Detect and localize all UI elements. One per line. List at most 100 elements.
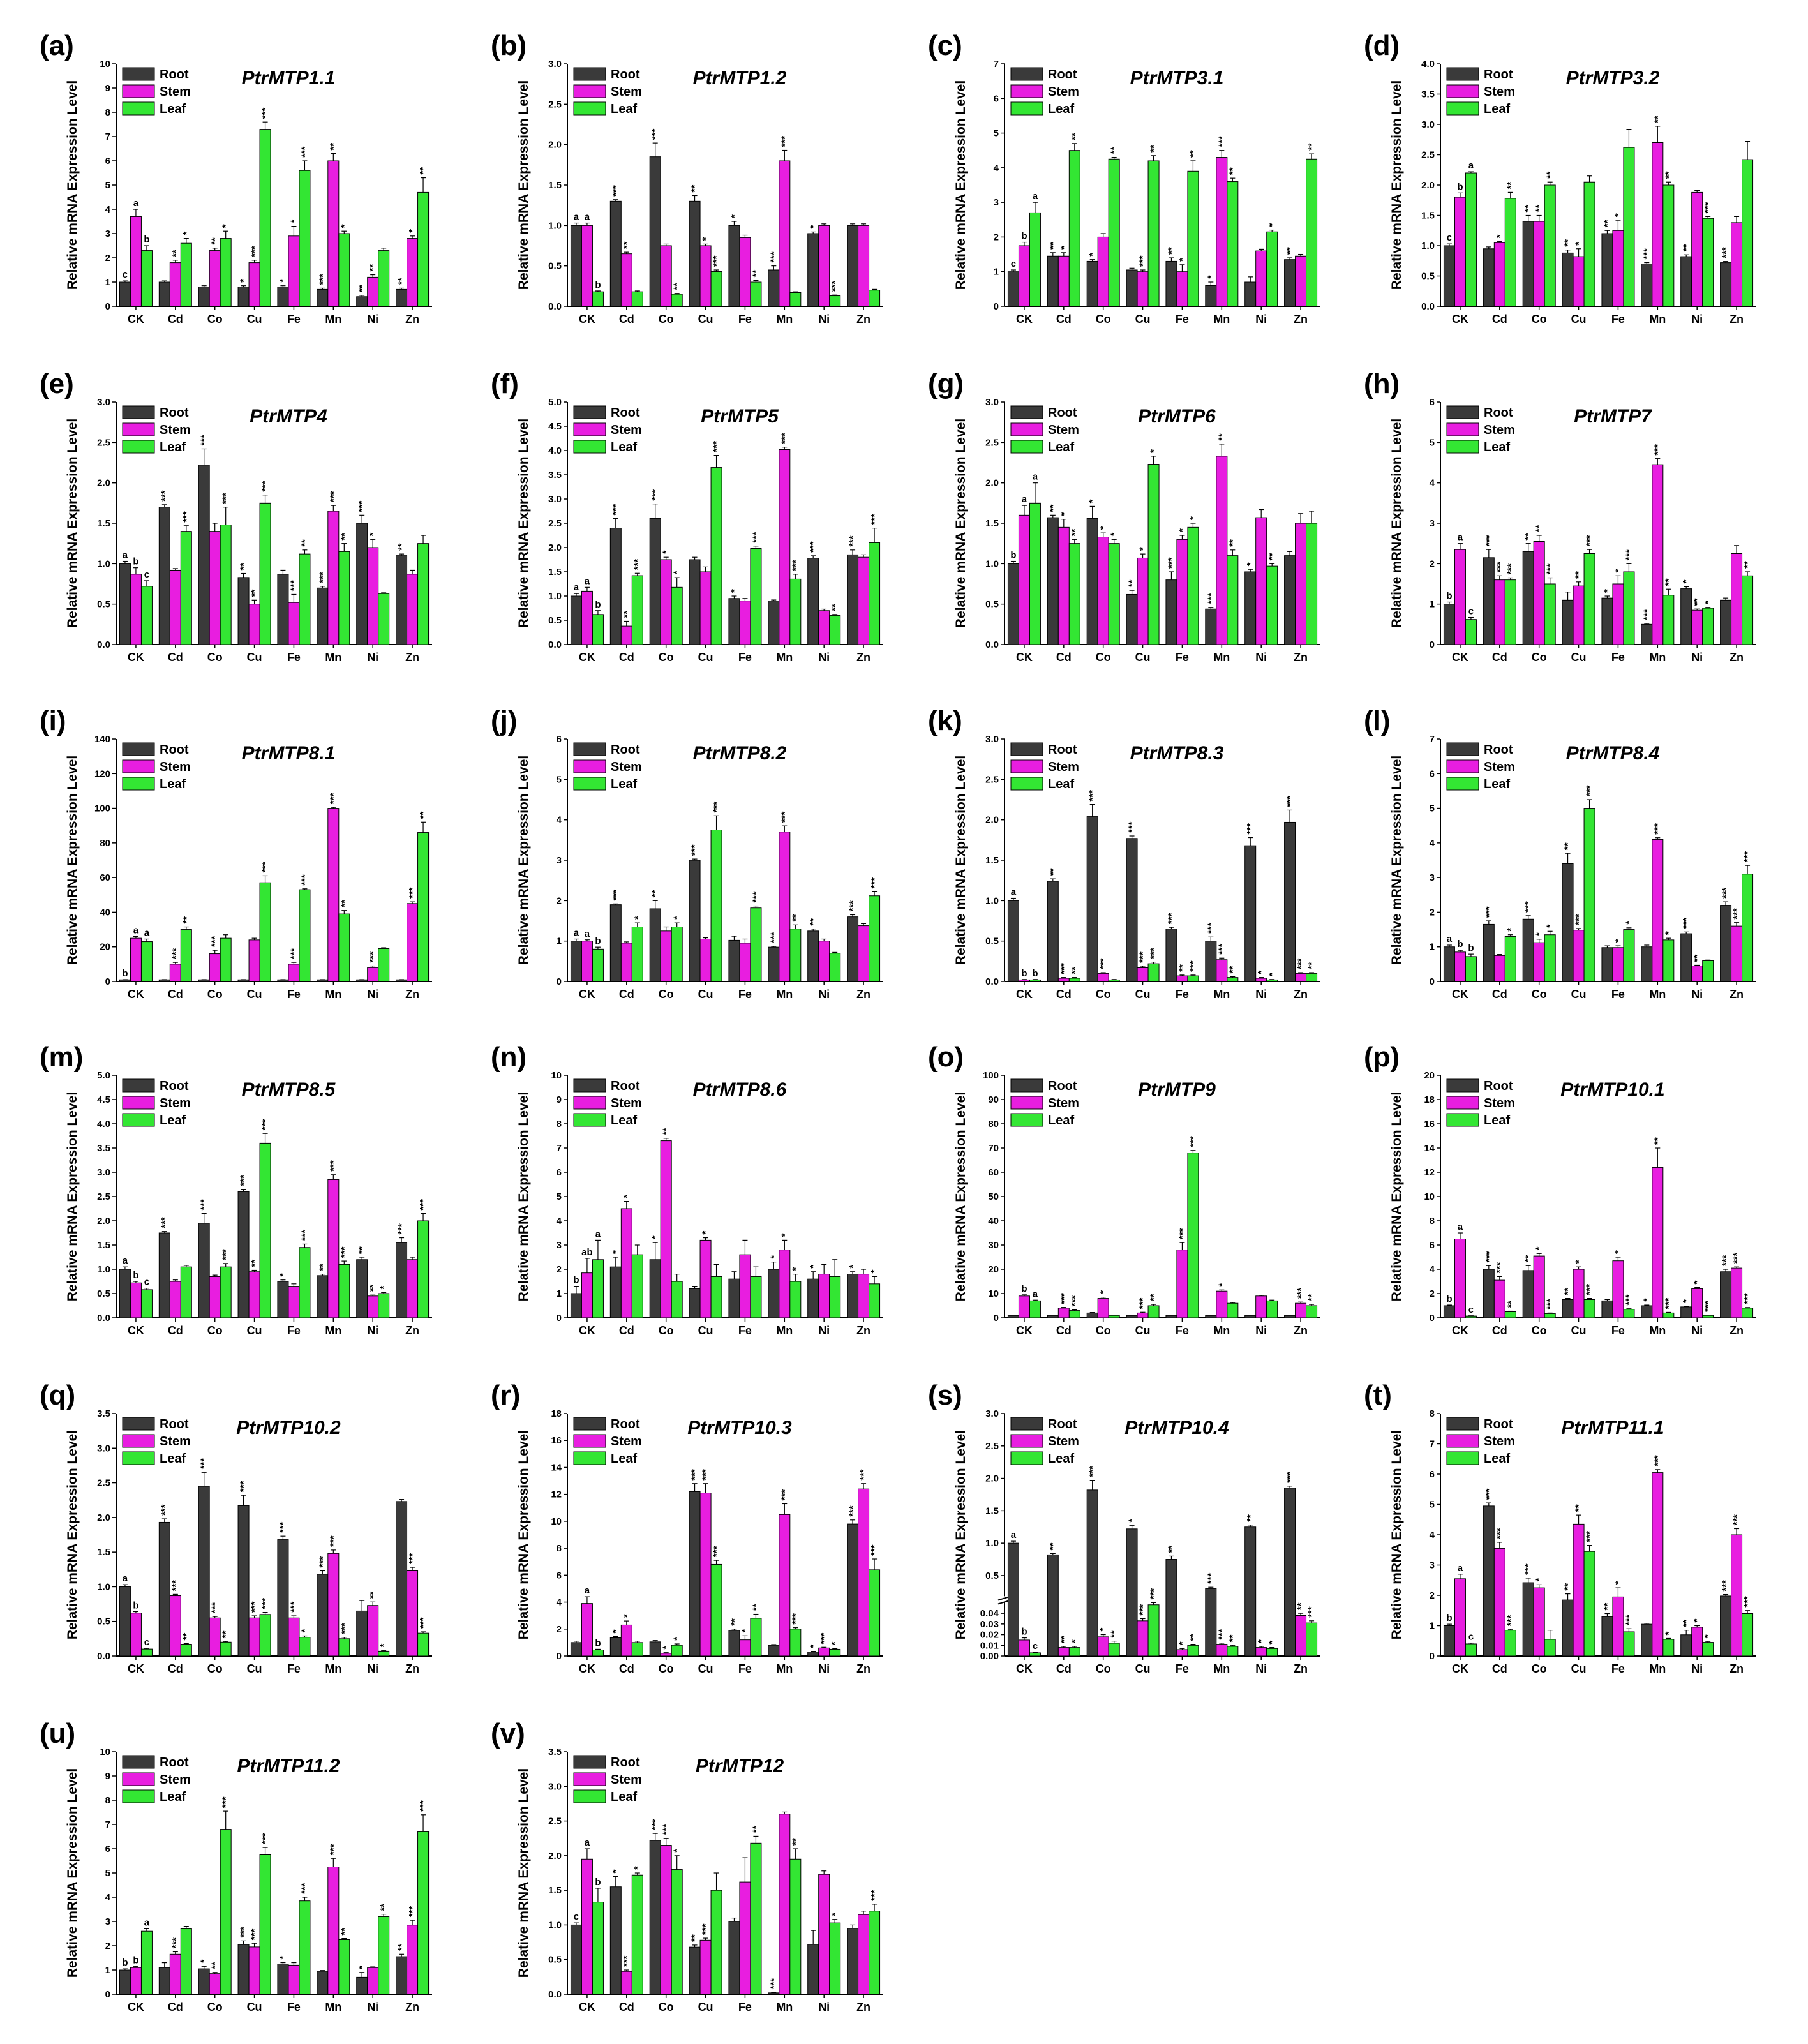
x-tick-label: Cu — [247, 1324, 262, 1337]
significance-label: ** — [250, 589, 260, 597]
bar-leaf — [1742, 575, 1754, 645]
bar-stem — [1731, 553, 1743, 645]
x-tick-label: Co — [659, 988, 674, 1001]
bar-stem — [130, 574, 142, 645]
significance-label: *** — [1721, 1580, 1731, 1592]
significance-label: ** — [690, 185, 701, 193]
bar-root — [1047, 517, 1059, 645]
significance-label: *** — [1127, 821, 1138, 833]
bar-leaf — [789, 578, 802, 645]
chart-title: PtrMTP3.2 — [1566, 68, 1660, 89]
x-tick-label: Co — [207, 1324, 223, 1337]
bar-stem — [699, 939, 712, 982]
significance-label: ** — [1663, 578, 1674, 586]
y-tick-label: 10 — [100, 59, 110, 70]
bar-stem — [367, 1295, 379, 1318]
bar-stem — [660, 1140, 672, 1318]
y-tick-label: 0.0 — [985, 976, 999, 987]
bar-stem — [1493, 955, 1505, 982]
y-tick-label: 10 — [551, 1516, 562, 1527]
significance-label: *** — [768, 932, 779, 943]
significance-label: * — [278, 279, 288, 283]
significance-label: *** — [1166, 913, 1177, 924]
x-tick-label: Cu — [1571, 988, 1587, 1001]
bar-root — [1562, 863, 1574, 982]
significance-label: b — [1457, 939, 1463, 950]
bar-root — [1483, 1505, 1495, 1657]
bar-root — [1680, 588, 1692, 645]
bar-stem — [1018, 1295, 1030, 1318]
legend-label: Leaf — [611, 1790, 637, 1804]
y-tick-label: 1.5 — [97, 1547, 110, 1558]
significance-label: ** — [181, 916, 192, 924]
significance-label: ** — [1059, 1636, 1070, 1643]
bar-stem — [130, 1613, 142, 1657]
bar-stem — [1652, 1472, 1664, 1657]
bar-leaf — [1544, 184, 1556, 307]
legend-swatch-root — [573, 1078, 606, 1093]
y-tick-label: 16 — [1424, 1119, 1435, 1130]
y-tick-label: 0.0 — [97, 1313, 110, 1324]
legend-label: Stem — [1048, 760, 1079, 774]
legend-swatch-leaf — [573, 1113, 606, 1127]
legend-label: Root — [1048, 743, 1077, 757]
significance-label: * — [672, 1637, 683, 1641]
significance-label: *** — [1059, 1293, 1070, 1304]
legend-swatch-stem — [1010, 1434, 1043, 1448]
bar-leaf — [592, 1259, 604, 1318]
bar-stem — [407, 1259, 419, 1318]
significance-label: ** — [790, 914, 801, 921]
x-tick-label: Co — [1532, 1324, 1547, 1337]
bar-stem — [367, 1605, 379, 1657]
bar-root — [1522, 1582, 1534, 1657]
y-tick-label: 5 — [557, 774, 562, 785]
y-tick-label: 5 — [105, 180, 110, 191]
y-tick-label: 3 — [557, 1240, 562, 1251]
significance-label: *** — [1149, 948, 1160, 959]
bar-root — [1680, 933, 1692, 982]
y-tick-label: 1.5 — [985, 1505, 999, 1516]
y-tick-label: 4 — [1430, 478, 1435, 489]
significance-label: *** — [1087, 790, 1098, 802]
significance-label: * — [221, 224, 232, 228]
y-tick-label: 1.0 — [97, 1264, 110, 1275]
bar-leaf — [417, 1632, 430, 1657]
y-tick-label: 4 — [557, 815, 562, 826]
x-tick-label: Cu — [1135, 313, 1151, 325]
bar-leaf — [1544, 583, 1556, 645]
x-tick-label: Ni — [367, 651, 378, 664]
x-tick-label: Fe — [738, 988, 752, 1001]
significance-label: * — [1059, 246, 1070, 250]
y-tick-label: 3.0 — [985, 1408, 999, 1419]
bar-root — [1086, 518, 1098, 645]
significance-label: ** — [181, 1633, 192, 1641]
legend-swatch-leaf — [573, 101, 606, 116]
x-tick-label: Ni — [1691, 313, 1703, 325]
bar-stem — [169, 569, 181, 645]
bar-leaf — [631, 1254, 643, 1318]
x-tick-label: CK — [1016, 1324, 1033, 1337]
x-tick-label: Co — [1532, 313, 1547, 325]
bar-root — [847, 1523, 859, 1657]
bar-stem — [1454, 1239, 1466, 1318]
bar-stem — [248, 1617, 260, 1657]
bar-stem — [1216, 1644, 1228, 1657]
panel-letter: (g) — [928, 368, 964, 399]
significance-label: * — [1256, 971, 1267, 974]
bar-leaf — [299, 170, 311, 307]
significance-label: ** — [1048, 868, 1059, 876]
significance-label: *** — [299, 146, 310, 158]
bar-stem — [1454, 1578, 1466, 1657]
bar-leaf — [671, 1281, 683, 1318]
significance-label: * — [278, 1956, 288, 1960]
legend-label: Stem — [611, 85, 642, 99]
significance-label: ** — [1681, 244, 1692, 251]
bar-root — [570, 941, 582, 982]
x-tick-label: Cu — [698, 988, 713, 1001]
bar-stem — [818, 941, 830, 982]
bar-root — [728, 1921, 740, 1995]
legend-label: Stem — [160, 85, 191, 99]
chart-title: PtrMTP8.2 — [693, 743, 787, 764]
legend-swatch-root — [573, 1417, 606, 1431]
